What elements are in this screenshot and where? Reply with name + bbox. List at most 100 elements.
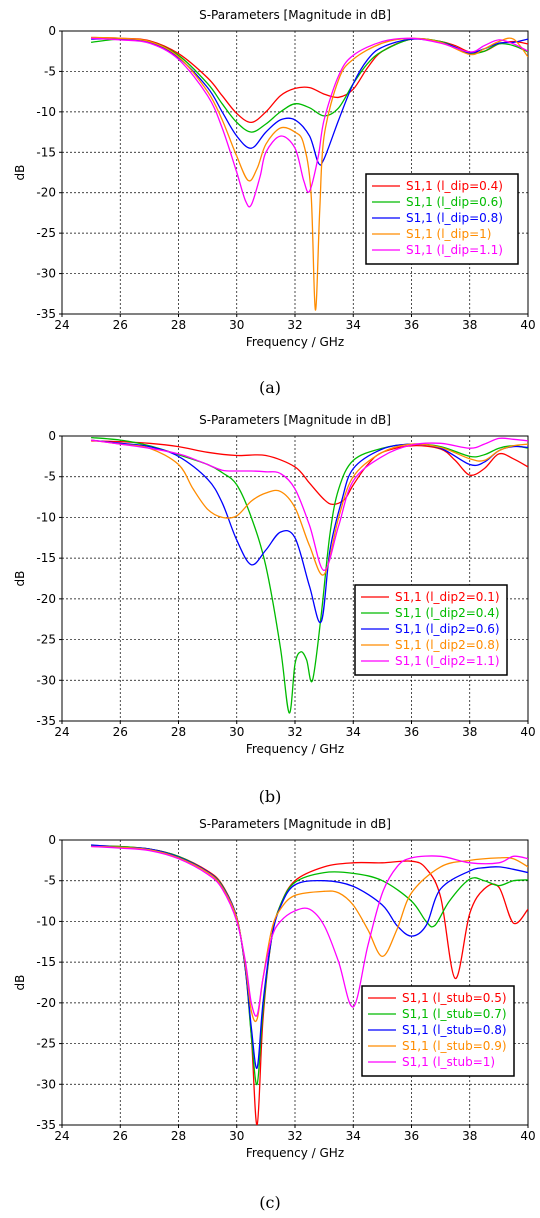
x-tick-label: 40 <box>520 318 535 332</box>
x-tick-label: 24 <box>54 1129 69 1143</box>
x-tick-label: 36 <box>404 318 419 332</box>
x-axis-label: Frequency / GHz <box>246 335 344 349</box>
y-tick-label: -20 <box>36 996 56 1010</box>
x-tick-label: 28 <box>171 1129 186 1143</box>
legend: S1,1 (l_stub=0.5) S1,1 (l_stub=0.7) S1,1 (… <box>361 985 515 1077</box>
y-tick-label: -25 <box>36 633 56 647</box>
series-line-4 <box>91 439 528 576</box>
y-tick-label: 0 <box>48 24 56 38</box>
x-tick-label: 38 <box>462 725 477 739</box>
y-axis-label: dB <box>13 165 27 181</box>
x-tick-label: 32 <box>287 725 302 739</box>
chart-title: S-Parameters [Magnitude in dB] <box>199 413 391 427</box>
y-tick-label: -15 <box>36 955 56 969</box>
legend-entry: S1,1 (l_stub=0.8) <box>402 1023 507 1037</box>
y-tick-label: -25 <box>36 1037 56 1051</box>
x-tick-label: 30 <box>229 725 244 739</box>
x-tick-label: 24 <box>54 318 69 332</box>
x-axis-label: Frequency / GHz <box>246 1146 344 1160</box>
y-tick-label: -25 <box>36 226 56 240</box>
series-group <box>91 36 528 311</box>
legend-box <box>365 173 519 265</box>
y-tick-label: -35 <box>36 307 56 321</box>
x-tick-label: 34 <box>346 725 361 739</box>
legend-entry: S1,1 (l_stub=0.5) <box>402 991 507 1005</box>
legend-entry: S1,1 (l_stub=0.9) <box>402 1039 507 1053</box>
legend-entry: S1,1 (l_dip2=0.4) <box>395 606 500 620</box>
legend-entry: S1,1 (l_stub=1) <box>402 1055 495 1069</box>
x-tick-label: 32 <box>287 1129 302 1143</box>
legend-box <box>361 985 515 1077</box>
x-tick-label: 38 <box>462 318 477 332</box>
series-line-1 <box>91 440 528 506</box>
chart-title: S-Parameters [Magnitude in dB] <box>199 8 391 22</box>
legend-entry: S1,1 (l_stub=0.7) <box>402 1007 507 1021</box>
series-group <box>91 436 528 714</box>
y-tick-label: 0 <box>48 429 56 443</box>
legend-entry: S1,1 (l_dip=0.8) <box>406 211 503 225</box>
series-line-3 <box>91 439 528 624</box>
y-tick-label: -20 <box>36 592 56 606</box>
x-tick-label: 26 <box>113 725 128 739</box>
x-tick-label: 30 <box>229 318 244 332</box>
series-line-3 <box>91 844 528 1069</box>
x-tick-label: 34 <box>346 318 361 332</box>
legend-entry: S1,1 (l_dip=1.1) <box>406 243 503 257</box>
x-tick-label: 34 <box>346 1129 361 1143</box>
y-tick-label: -10 <box>36 914 56 928</box>
chart-title: S-Parameters [Magnitude in dB] <box>199 817 391 831</box>
x-tick-label: 28 <box>171 725 186 739</box>
y-tick-label: -5 <box>44 64 56 78</box>
legend-entry: S1,1 (l_dip2=1.1) <box>395 654 500 668</box>
x-tick-label: 36 <box>404 725 419 739</box>
y-tick-label: -15 <box>36 551 56 565</box>
y-axis-label: dB <box>13 975 27 991</box>
series-line-5 <box>91 845 528 1017</box>
legend: S1,1 (l_dip2=0.1) S1,1 (l_dip2=0.4) S1,1 (… <box>354 584 508 676</box>
chart-a: S-Parameters [Magnitude in dB] 24 26 28 30 32… <box>13 8 536 397</box>
x-tick-label: 28 <box>171 318 186 332</box>
x-tick-label: 40 <box>520 1129 535 1143</box>
series-line-5 <box>91 437 528 572</box>
y-tick-label: -5 <box>44 470 56 484</box>
x-tick-label: 26 <box>113 1129 128 1143</box>
legend: S1,1 (l_dip=0.4) S1,1 (l_dip=0.6) S1,1 (l_… <box>365 173 519 265</box>
figure-caption: (b) <box>259 787 282 806</box>
chart-b: S-Parameters [Magnitude in dB] 24 26 28 30 32… <box>13 413 536 806</box>
series-line-3 <box>91 38 528 166</box>
x-axis-label: Frequency / GHz <box>246 742 344 756</box>
x-tick-label: 26 <box>113 318 128 332</box>
y-tick-label: -15 <box>36 145 56 159</box>
series-line-4 <box>91 845 528 1023</box>
y-axis-label: dB <box>13 571 27 587</box>
y-tick-label: -35 <box>36 714 56 728</box>
legend-entry: S1,1 (l_dip=0.4) <box>406 179 503 193</box>
y-tick-label: -30 <box>36 267 56 281</box>
y-tick-label: -10 <box>36 510 56 524</box>
x-tick-label: 36 <box>404 1129 419 1143</box>
figure-caption: (a) <box>259 378 281 397</box>
legend-box <box>354 584 508 676</box>
series-line-5 <box>91 37 528 208</box>
x-tick-label: 38 <box>462 1129 477 1143</box>
legend-entry: S1,1 (l_dip2=0.1) <box>395 590 500 604</box>
y-tick-label: 0 <box>48 833 56 847</box>
y-tick-label: -5 <box>44 874 56 888</box>
legend-entry: S1,1 (l_dip2=0.8) <box>395 638 500 652</box>
x-tick-label: 40 <box>520 725 535 739</box>
y-tick-label: -20 <box>36 186 56 200</box>
series-line-4 <box>91 36 528 311</box>
plot-area-frame <box>61 435 529 722</box>
y-tick-label: -30 <box>36 673 56 687</box>
y-tick-label: -35 <box>36 1118 56 1132</box>
series-group <box>91 844 528 1125</box>
series-line-2 <box>91 37 528 133</box>
x-tick-label: 30 <box>229 1129 244 1143</box>
legend-entry: S1,1 (l_dip=1) <box>406 227 491 241</box>
x-tick-label: 32 <box>287 318 302 332</box>
y-tick-label: -10 <box>36 105 56 119</box>
legend-entry: S1,1 (l_dip=0.6) <box>406 195 503 209</box>
figure-caption: (c) <box>259 1193 280 1212</box>
legend-entry: S1,1 (l_dip2=0.6) <box>395 622 500 636</box>
x-tick-label: 24 <box>54 725 69 739</box>
